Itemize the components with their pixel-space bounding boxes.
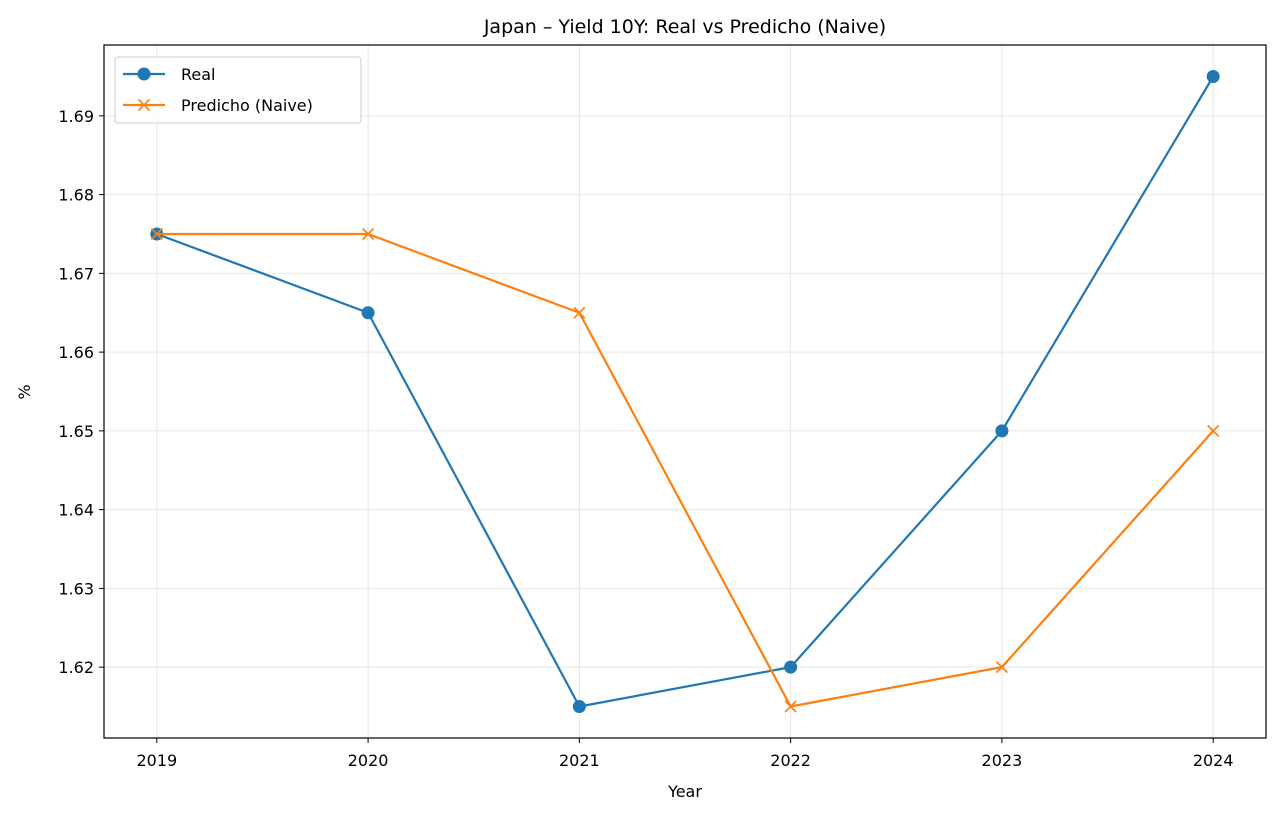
x-tick-label: 2020 [348, 751, 389, 770]
series-real [150, 70, 1220, 713]
legend-entry: Real [123, 65, 216, 84]
series-line [156, 75, 1215, 708]
legend-box [114, 56, 362, 124]
x-tick-label: 2022 [770, 751, 811, 770]
x-tick-label: 2019 [136, 751, 177, 770]
data-point-stroke [995, 661, 1008, 674]
data-point [1207, 424, 1220, 437]
legend-entry: Predicho (Naive) [123, 96, 313, 115]
data-point [995, 424, 1009, 438]
y-axis-label: % [15, 384, 34, 399]
series-layer [150, 70, 1220, 713]
data-point [784, 700, 797, 713]
x-tick-label: 2021 [559, 751, 600, 770]
data-point [573, 306, 586, 319]
grid [104, 45, 1266, 738]
x-axis: 2019 2020 2021 2022 2023 2024 [136, 738, 1234, 770]
y-tick-label: 1.63 [58, 579, 94, 598]
legend-swatch-marker-stroke [137, 98, 151, 112]
y-tick-label: 1.68 [58, 186, 94, 205]
legend-label: Predicho (Naive) [181, 96, 313, 115]
y-tick-label: 1.65 [58, 422, 94, 441]
data-point-stroke [1207, 424, 1220, 437]
data-point-stroke [150, 227, 163, 241]
plot-frame [103, 44, 1267, 739]
legend-swatch-marker [137, 67, 151, 81]
data-point [361, 306, 375, 320]
data-point [1206, 70, 1220, 83]
x-tick-label: 2024 [1193, 751, 1234, 770]
x-tick-label: 2023 [982, 751, 1023, 770]
data-point-stroke [573, 306, 586, 319]
series-line [156, 232, 1215, 708]
legend-swatch-marker [137, 98, 151, 112]
data-point [362, 227, 375, 241]
y-tick-label: 1.66 [58, 343, 94, 362]
data-point [784, 660, 798, 674]
y-tick-label: 1.64 [58, 501, 94, 520]
data-point-stroke [362, 227, 375, 241]
legend: Real Predicho (Naive) [114, 56, 362, 124]
chart-title: Japan – Yield 10Y: Real vs Predicho (Nai… [483, 16, 886, 38]
y-tick-label: 1.69 [58, 107, 94, 126]
data-point-stroke [784, 700, 797, 713]
data-point [150, 227, 163, 241]
legend-label: Real [181, 65, 216, 84]
series-predicho [150, 227, 1220, 713]
y-tick-label: 1.62 [58, 658, 94, 677]
x-axis-label: Year [667, 782, 702, 801]
data-point [572, 700, 586, 713]
y-axis: 1.62 1.63 1.64 1.65 1.66 1.67 1.68 1.69 [58, 107, 104, 677]
data-point [995, 661, 1008, 674]
y-tick-label: 1.67 [58, 264, 94, 283]
